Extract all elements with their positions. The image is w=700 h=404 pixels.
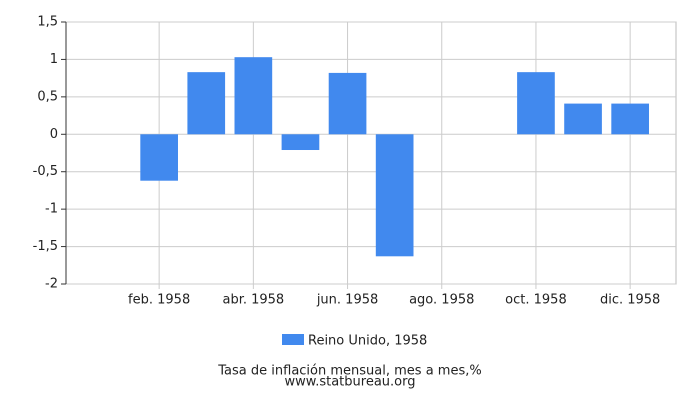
legend-swatch <box>282 334 304 345</box>
y-tick-label: -2 <box>45 277 58 292</box>
bar <box>281 134 320 151</box>
source: www.statbureau.org <box>285 375 416 390</box>
y-tick-label: 1,5 <box>37 15 58 30</box>
x-tick-label: jun. 1958 <box>316 293 378 308</box>
y-tick-label: 1 <box>50 52 58 67</box>
y-tick-label: -0,5 <box>33 164 58 179</box>
x-tick-label: dic. 1958 <box>600 293 660 308</box>
bar <box>611 103 649 135</box>
bar <box>564 103 602 135</box>
bar <box>234 57 273 135</box>
x-tick-label: abr. 1958 <box>222 293 284 308</box>
legend-label: Reino Unido, 1958 <box>308 334 427 349</box>
bar <box>517 72 555 135</box>
x-axis-title: Tasa de inflación mensual, mes a mes,% <box>217 364 481 379</box>
bar <box>328 72 367 135</box>
x-tick-label: ago. 1958 <box>409 293 474 308</box>
bar <box>140 134 178 181</box>
bar <box>187 72 226 135</box>
y-tick-label: 0 <box>50 127 58 142</box>
y-tick-label: -1 <box>45 202 58 217</box>
x-tick-label: feb. 1958 <box>128 293 190 308</box>
x-tick-label: oct. 1958 <box>505 293 567 308</box>
bar <box>375 134 414 257</box>
y-tick-label: -1,5 <box>33 239 58 254</box>
y-tick-label: 0,5 <box>37 89 58 104</box>
